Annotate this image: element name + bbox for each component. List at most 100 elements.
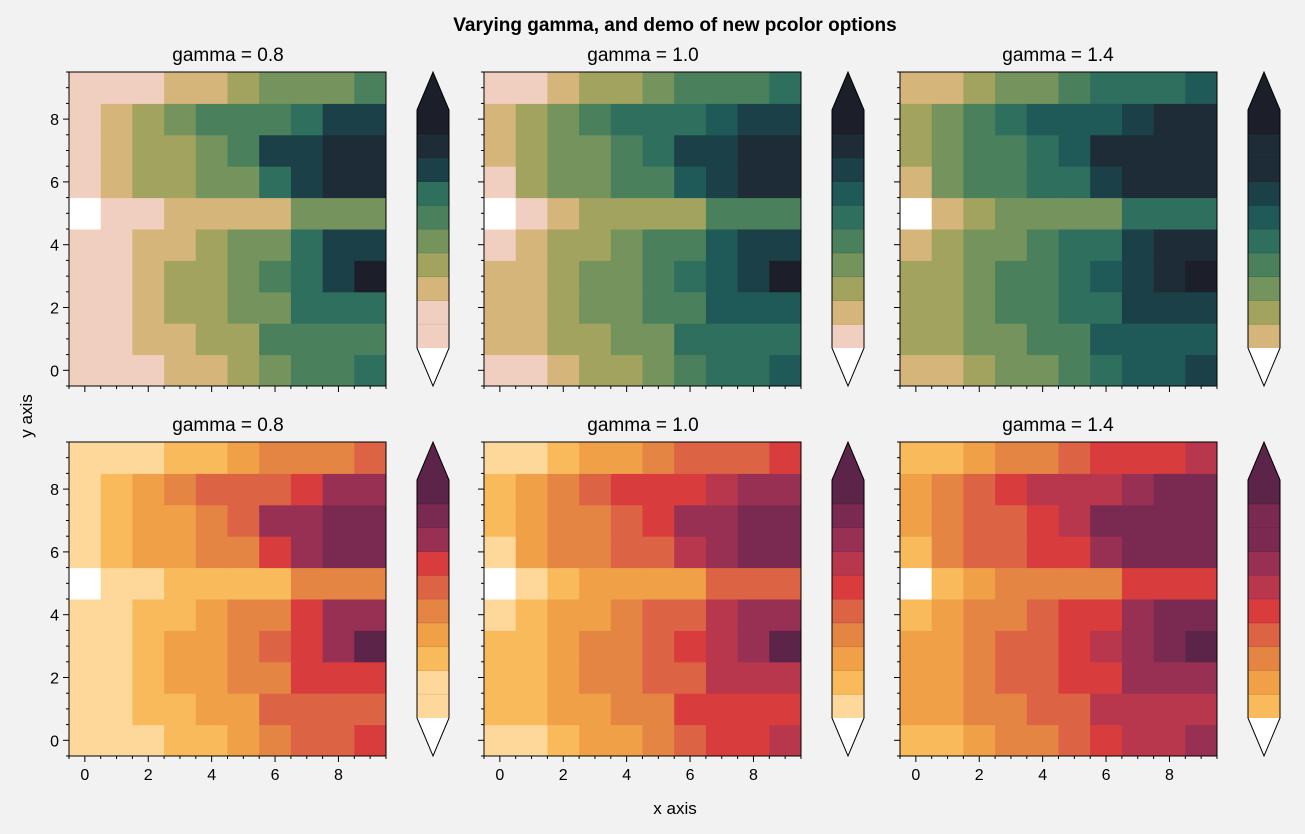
heatmap-cell: [259, 473, 292, 506]
heatmap-cell: [69, 567, 102, 600]
heatmap-cell: [132, 504, 165, 537]
colorbar-segment: [417, 670, 449, 695]
heatmap-cell: [1185, 536, 1218, 569]
colorbar-segment: [417, 480, 449, 505]
heatmap-cell: [132, 260, 165, 293]
heatmap-cell: [1153, 724, 1186, 757]
heatmap-cell: [1185, 166, 1218, 199]
heatmap-cell: [931, 229, 964, 261]
heatmap-cell: [1121, 504, 1155, 537]
heatmap-cell: [69, 134, 102, 167]
heatmap-cell: [642, 536, 675, 569]
colorbar: [831, 70, 865, 388]
heatmap-cell: [1121, 567, 1155, 600]
heatmap-cell: [69, 724, 102, 757]
heatmap-cell: [995, 323, 1028, 356]
heatmap-cell: [1026, 103, 1059, 136]
heatmap-cell: [1090, 504, 1123, 537]
heatmap-cell: [164, 229, 197, 261]
heatmap-cell: [100, 166, 133, 199]
heatmap-cell: [963, 166, 996, 199]
heatmap-cell: [290, 323, 324, 356]
heatmap-cell: [931, 442, 964, 474]
heatmap-cell: [227, 599, 260, 631]
colorbar-segment: [417, 324, 449, 349]
heatmap-cell: [642, 724, 675, 757]
heatmap-cell: [705, 630, 739, 663]
colorbar-segment: [417, 252, 449, 278]
colorbar-segment: [417, 646, 449, 671]
heatmap-cell: [1058, 323, 1091, 356]
heatmap-cell: [290, 661, 324, 694]
heatmap-cell: [1185, 567, 1218, 600]
heatmap-cell: [322, 661, 355, 694]
heatmap-cell: [737, 567, 770, 600]
colorbar-segment: [1248, 300, 1280, 325]
colorbar-extend-max: [417, 72, 449, 110]
heatmap-cell: [900, 72, 933, 104]
heatmap-cell: [900, 630, 933, 663]
heatmap-cell: [1185, 354, 1218, 387]
heatmap-cell: [290, 724, 324, 757]
colorbar-segment: [832, 527, 864, 552]
heatmap-cell: [354, 567, 387, 600]
heatmap-cell: [995, 166, 1028, 199]
heatmap-cell: [195, 724, 228, 757]
heatmap-cell: [354, 354, 387, 387]
heatmap-cell: [1153, 291, 1186, 324]
heatmap-cell: [100, 567, 133, 600]
heatmap-cell: [290, 166, 324, 199]
heatmap-cell: [484, 103, 517, 136]
heatmap-cell: [69, 229, 102, 261]
heatmap-cell: [484, 291, 517, 324]
x-tick-label: 6: [1102, 767, 1111, 784]
heatmap-cell: [1090, 134, 1123, 167]
heatmap-cell: [1090, 599, 1123, 631]
heatmap-cell: [1026, 536, 1059, 569]
panel-5: 0 2 4 6 8 gamma = 1.0: [478, 415, 865, 784]
heatmap-cell: [642, 693, 675, 726]
heatmap-cell: [769, 567, 802, 600]
heatmap-cell: [484, 442, 517, 474]
heatmap-cell: [1153, 567, 1186, 600]
heatmap-cell: [1121, 323, 1155, 356]
colorbar-segment: [1248, 622, 1280, 648]
colorbar-extend-min: [1248, 718, 1280, 756]
heatmap-cell: [484, 323, 517, 356]
heatmap-cell: [354, 323, 387, 356]
heatmap-cell: [164, 724, 197, 757]
heatmap-cell: [1121, 354, 1155, 387]
heatmap-cell: [963, 291, 996, 324]
heatmap-cell: [290, 103, 324, 136]
y-tick-label: 4: [50, 238, 59, 255]
heatmap-cell: [674, 354, 707, 387]
panel-3: gamma = 1.4: [894, 45, 1281, 392]
heatmap-cell: [259, 567, 292, 600]
heatmap-cell: [1185, 661, 1218, 694]
heatmap-cell: [1153, 323, 1186, 356]
heatmap-cell: [674, 693, 707, 726]
heatmap-cell: [900, 504, 933, 537]
heatmap-cell: [995, 536, 1028, 569]
heatmap-cell: [132, 197, 165, 230]
heatmap-cell: [1090, 724, 1123, 757]
x-axis-label: x axis: [653, 799, 696, 818]
heatmap-cell: [1121, 260, 1155, 293]
heatmap-cell: [995, 103, 1028, 136]
heatmap-cell: [484, 504, 517, 537]
colorbar: [1247, 70, 1281, 388]
heatmap-cell: [674, 567, 707, 600]
axis-ticks: 0 2 4 6 8 0 2 4 6 8: [50, 441, 387, 784]
heatmap-cell: [69, 536, 102, 569]
heatmap-cell: [1058, 599, 1091, 631]
y-tick-label: 6: [50, 545, 59, 562]
heatmap-cell: [290, 229, 324, 261]
heatmap-cells: [69, 442, 387, 757]
heatmap-cell: [674, 197, 707, 230]
heatmap-cell: [963, 354, 996, 387]
heatmap-cell: [547, 134, 580, 167]
heatmap-cell: [1026, 442, 1059, 474]
colorbar-segment: [1248, 157, 1280, 182]
heatmap-cell: [322, 599, 355, 631]
heatmap-cell: [579, 260, 612, 293]
